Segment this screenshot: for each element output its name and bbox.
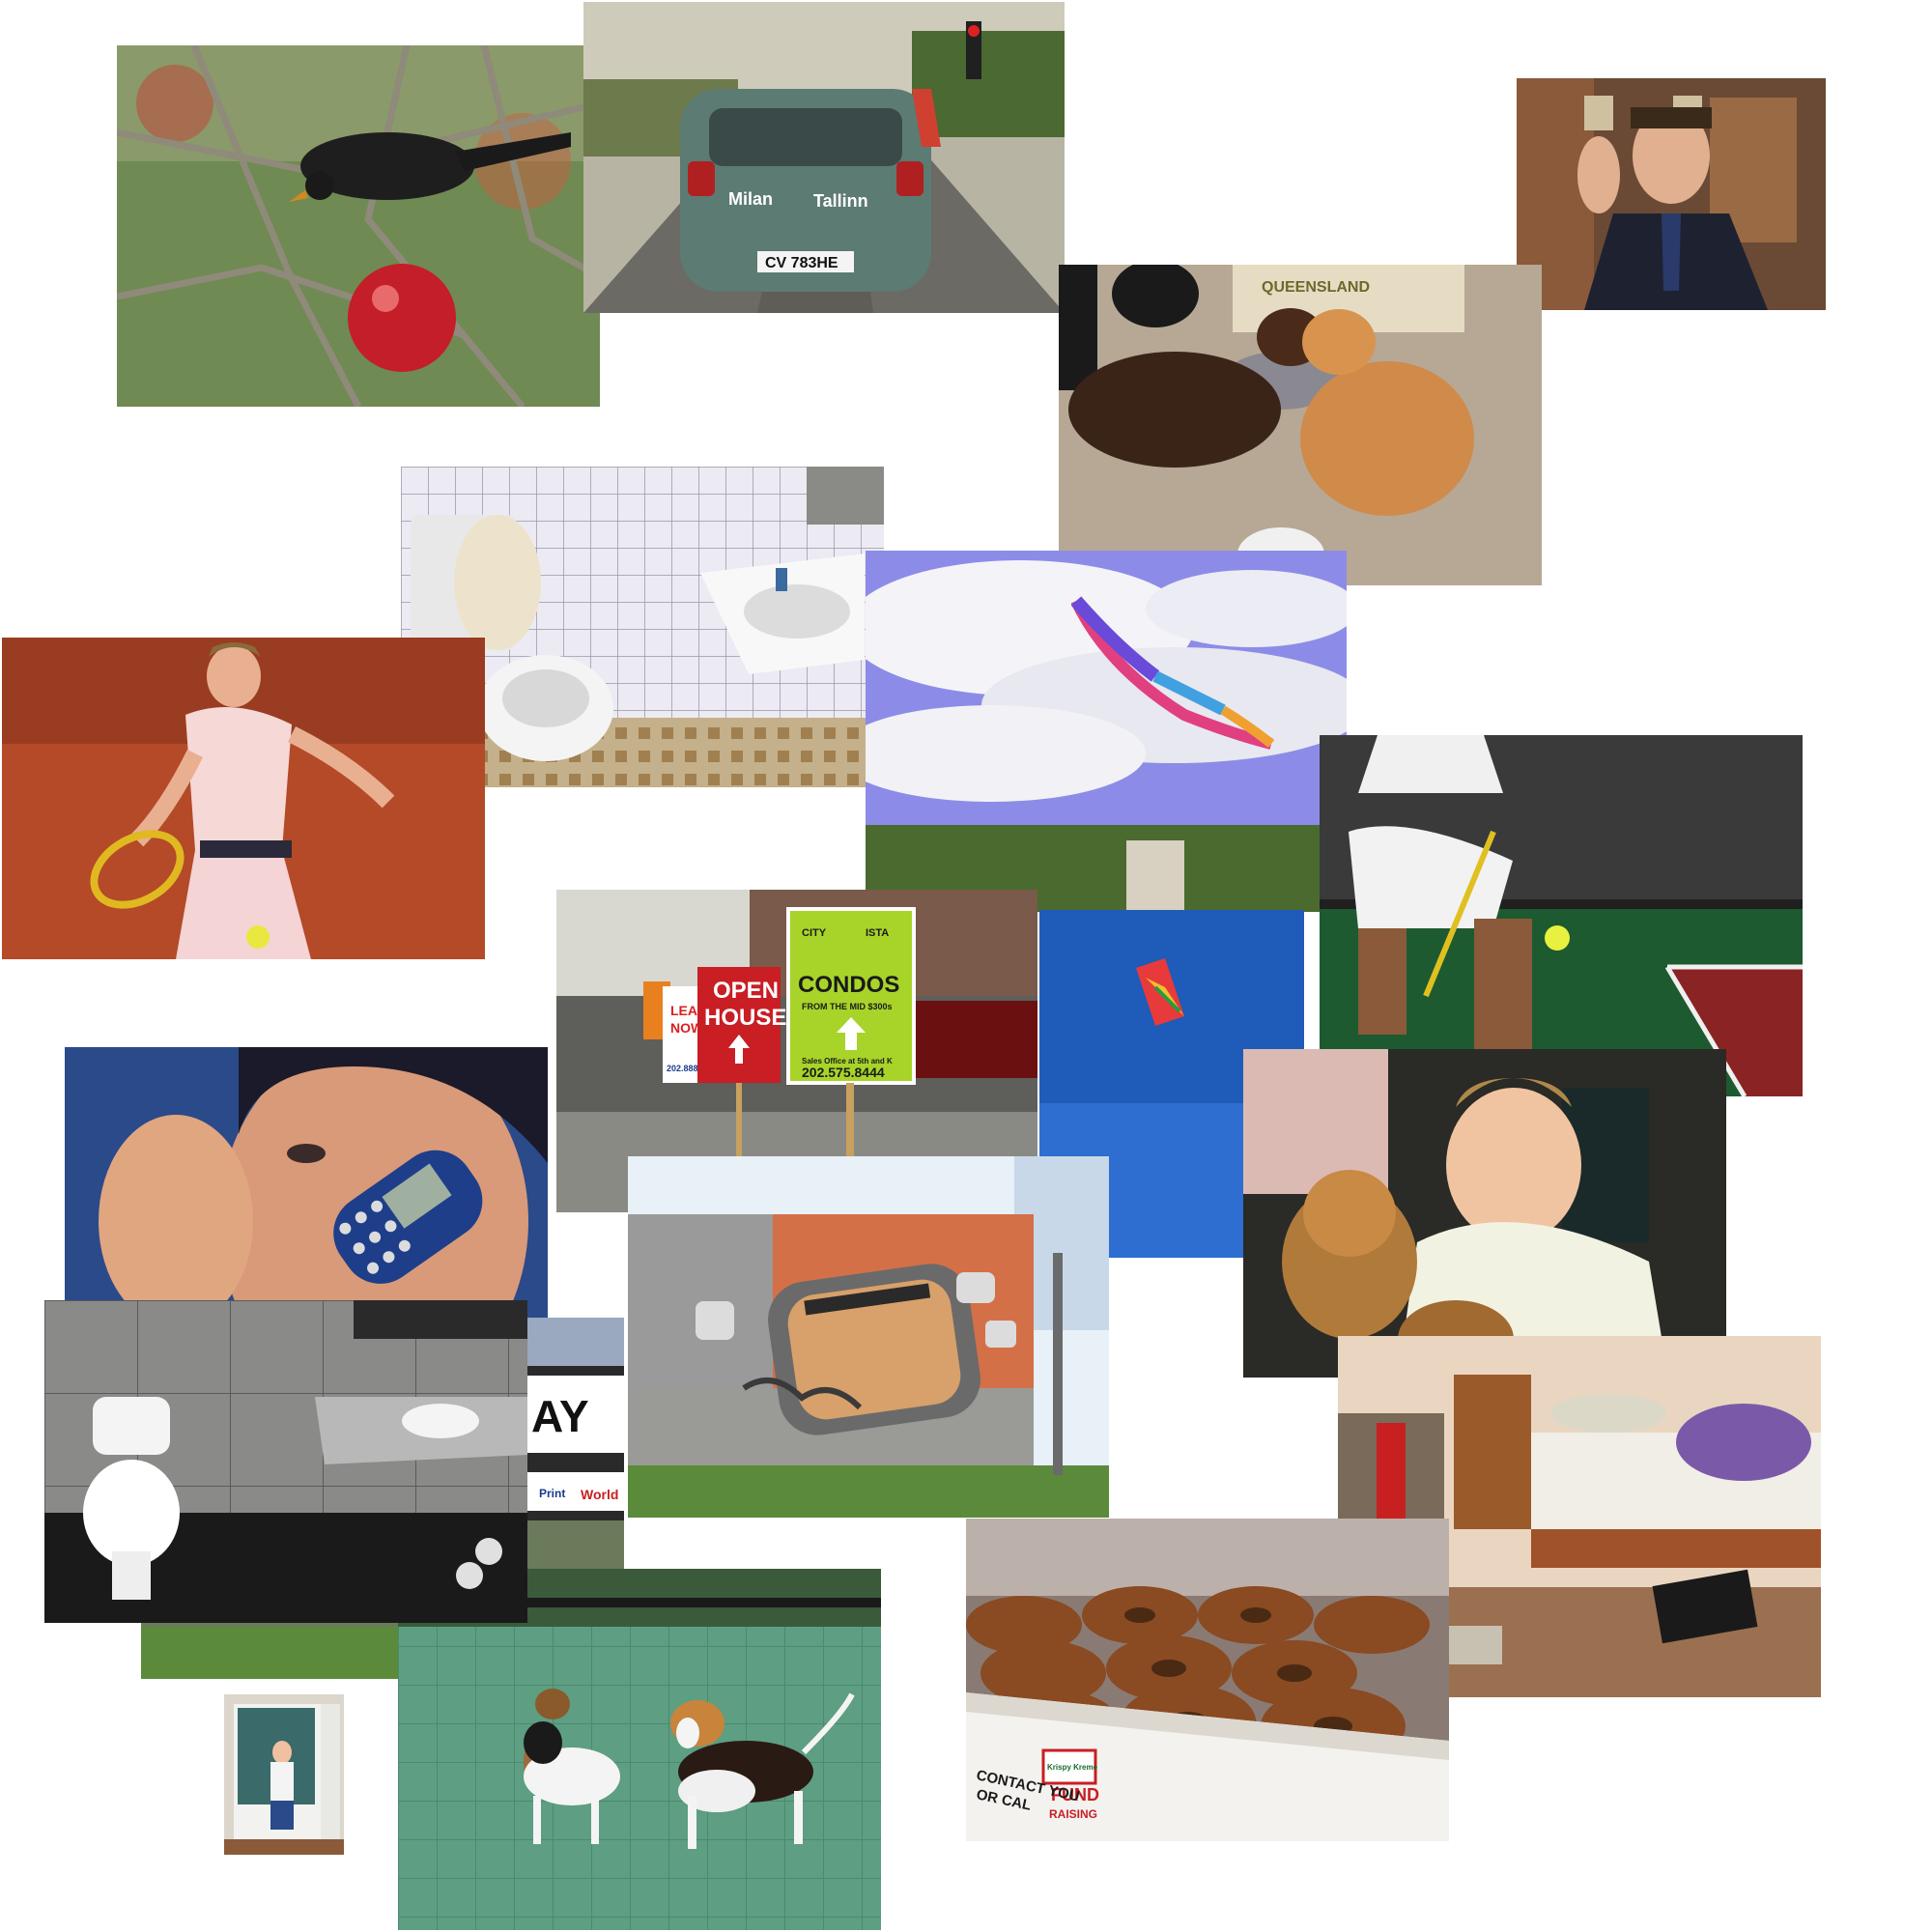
photo-man-office bbox=[1517, 78, 1826, 310]
photo-tennis-man bbox=[1320, 735, 1803, 1096]
photo-child-fridge bbox=[224, 1694, 344, 1855]
photo-cats-eating: QUEENSLAND bbox=[1059, 265, 1542, 585]
car-brand-text: Milan bbox=[728, 189, 773, 209]
donut-brand: Krispy Kreme bbox=[1047, 1763, 1098, 1772]
photo-toaster-mural bbox=[628, 1156, 1109, 1518]
condo-brand-right: ISTA bbox=[866, 927, 889, 939]
condo-phone: 202.575.8444 bbox=[802, 1065, 885, 1080]
store-text-1: Print bbox=[539, 1487, 565, 1500]
condo-subtitle: FROM THE MID $300s bbox=[802, 1002, 893, 1011]
photo-tennis-woman bbox=[2, 638, 485, 959]
photo-car-road: Milan Tallinn CV 783HE bbox=[583, 2, 1065, 313]
oneway-sign-text: AY bbox=[531, 1391, 589, 1441]
box-text: QUEENSLAND bbox=[1262, 279, 1370, 296]
condo-brand-left: CITY bbox=[802, 927, 827, 939]
photo-dogs-playing bbox=[398, 1569, 881, 1930]
donut-fund-2: RAISING bbox=[1049, 1807, 1097, 1821]
condo-title: CONDOS bbox=[798, 972, 899, 998]
condo-office: Sales Office at 5th and K bbox=[802, 1057, 893, 1065]
car-brand-text-2: Tallinn bbox=[813, 191, 868, 211]
lease-sign-phone: 202.888 bbox=[667, 1064, 698, 1073]
photo-bird-apple bbox=[117, 45, 600, 407]
photo-donut-box: Krispy Kreme FUND RAISING CONTACT YOU OR… bbox=[966, 1519, 1449, 1841]
open-house-text-1: OPEN bbox=[713, 978, 779, 1004]
open-house-text-2: HOUSE bbox=[704, 1005, 786, 1031]
donut-fund-1: FUND bbox=[1051, 1785, 1099, 1804]
photo-child-teddy bbox=[1243, 1049, 1726, 1378]
store-text-2: World bbox=[581, 1487, 618, 1502]
lease-sign-text-2: NOW bbox=[670, 1020, 704, 1036]
photo-kite-clouds bbox=[866, 551, 1347, 912]
car-plate: CV 783HE bbox=[765, 255, 838, 271]
